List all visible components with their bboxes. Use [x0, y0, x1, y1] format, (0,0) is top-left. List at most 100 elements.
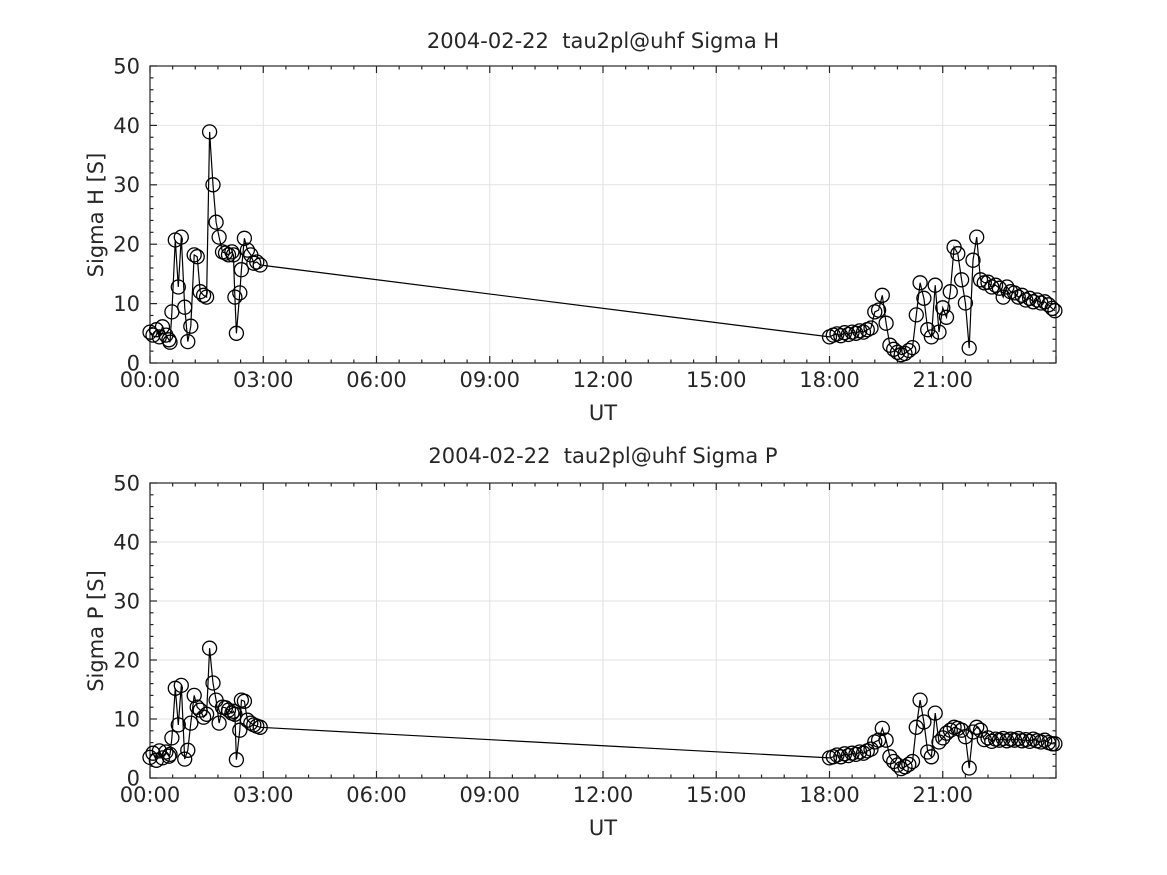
data-point: [874, 287, 890, 303]
data-point: [961, 760, 977, 776]
data-point: [225, 247, 242, 263]
data-point: [953, 272, 970, 288]
y-tick-label: 50: [113, 54, 140, 78]
data-point: [840, 747, 857, 764]
data-point: [183, 715, 199, 731]
data-point: [874, 720, 890, 737]
data-point: [201, 124, 218, 140]
data-point: [957, 295, 974, 311]
data-point: [908, 307, 924, 323]
x-tick-label: 21:00: [912, 368, 973, 392]
data-point: [158, 744, 174, 760]
data-point: [154, 319, 171, 335]
data-point: [217, 245, 234, 261]
x-tick-label: 12:00: [573, 368, 634, 392]
tick-marks: [149, 482, 1057, 779]
data-point: [942, 722, 958, 738]
data-point: [232, 285, 248, 301]
data-point: [1044, 300, 1060, 317]
data-point: [164, 730, 180, 746]
data-point: [173, 229, 189, 245]
data-point: [170, 717, 186, 733]
data-point: [935, 300, 951, 316]
data-point: [239, 242, 256, 258]
data-point: [991, 280, 1008, 296]
x-tick-label: 00:00: [120, 783, 181, 807]
data-point: [249, 254, 265, 270]
data-point: [950, 246, 966, 262]
data-point: [177, 751, 193, 767]
data-point: [186, 687, 202, 704]
data-point: [162, 746, 178, 763]
x-tick-label: 03:00: [233, 783, 294, 807]
sigma-p-data-markers: [142, 640, 1063, 777]
x-tick-label: 00:00: [120, 368, 181, 392]
data-point: [995, 289, 1011, 305]
data-point: [180, 742, 196, 758]
data-point: [912, 692, 928, 708]
data-point: [227, 289, 243, 305]
data-point: [1037, 732, 1053, 748]
data-point: [969, 229, 985, 245]
data-point: [173, 677, 189, 694]
grid-lines: [150, 483, 1056, 778]
data-point: [833, 328, 849, 344]
data-point: [158, 327, 174, 343]
tick-labels: 00:00 03:00 06:00 09:00 12:00 15:00 18:00 21:00…: [113, 471, 973, 807]
data-point: [942, 284, 958, 300]
sigma-h-y-axis-label: Sigma H [S]: [84, 152, 108, 278]
data-point: [908, 719, 924, 735]
sigma-p-plot: 00:00 03:00 06:00 09:00 12:00 15:00 18:00 21:00…: [113, 471, 1063, 807]
data-point: [161, 748, 177, 764]
data-point: [228, 325, 245, 341]
sigma-h-plot: 00:00 03:00 06:00 09:00 12:00 15:00 18:00 21:00…: [113, 54, 1063, 392]
y-tick-label: 30: [113, 589, 140, 613]
y-tick-label: 20: [113, 648, 140, 672]
data-point: [228, 752, 245, 768]
x-tick-label: 09:00: [459, 783, 520, 807]
data-point: [927, 705, 943, 721]
data-point: [232, 722, 248, 738]
data-point: [969, 719, 985, 735]
data-point: [855, 324, 872, 340]
data-point: [1021, 733, 1038, 750]
data-point: [980, 730, 996, 746]
data-point: [904, 753, 921, 770]
data-point: [252, 257, 268, 273]
sigma-h-data-markers: [142, 124, 1063, 363]
sigma-p-data-line: [149, 648, 1055, 770]
data-point: [999, 279, 1015, 295]
data-point: [995, 730, 1011, 747]
data-point: [984, 733, 1000, 750]
data-point: [855, 745, 872, 761]
data-point: [848, 746, 864, 763]
data-point: [198, 706, 215, 722]
x-tick-label: 09:00: [459, 368, 520, 392]
data-point: [901, 342, 917, 359]
y-tick-label: 40: [113, 114, 140, 138]
data-point: [923, 749, 940, 765]
data-point: [252, 719, 268, 735]
data-point: [1047, 736, 1063, 752]
x-tick-label: 21:00: [912, 783, 973, 807]
data-point: [224, 244, 240, 260]
data-point: [882, 749, 898, 765]
data-point: [870, 732, 887, 748]
data-point: [923, 329, 940, 345]
data-point: [1010, 730, 1026, 747]
x-tick-label: 03:00: [233, 368, 294, 392]
grid-lines: [150, 66, 1056, 363]
x-tick-label: 06:00: [346, 368, 407, 392]
data-point: [1047, 303, 1063, 319]
data-point: [931, 324, 947, 340]
x-tick-label: 06:00: [346, 783, 407, 807]
data-point: [972, 272, 989, 288]
data-point: [938, 309, 955, 325]
y-tick-label: 40: [113, 530, 140, 554]
data-point: [931, 734, 947, 750]
data-point: [961, 340, 977, 356]
data-point: [889, 344, 906, 360]
y-tick-label: 30: [113, 173, 140, 197]
